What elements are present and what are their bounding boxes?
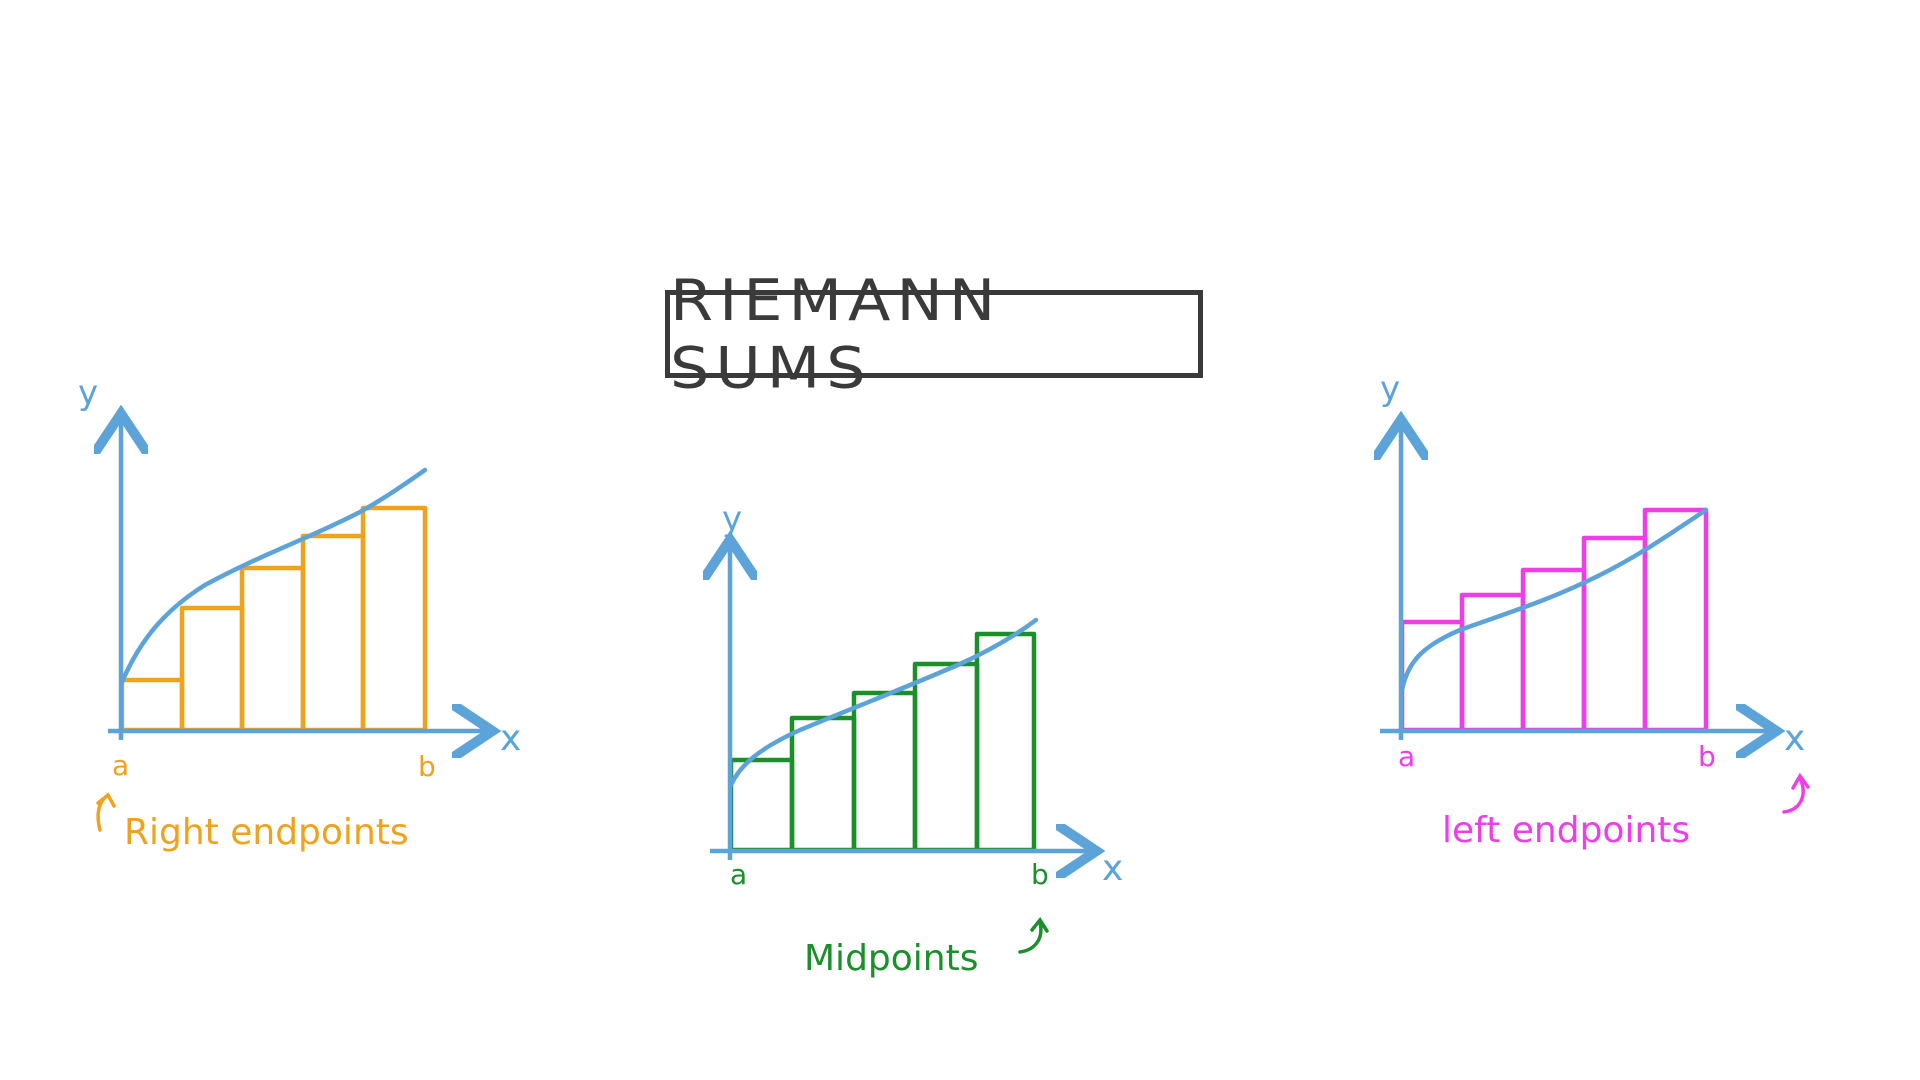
left-curve — [1399, 507, 1709, 693]
mid-method-label: Midpoints — [804, 938, 978, 979]
right-a-label: a — [112, 749, 129, 782]
left-rectangles — [1399, 507, 1709, 733]
left-pointer-arrow — [1782, 772, 1810, 814]
right-b-label: b — [418, 750, 436, 783]
mid-y-label: y — [722, 499, 742, 539]
panel-left-endpoints: y x a b left endpoints — [1380, 369, 1810, 851]
right-y-label: y — [78, 373, 98, 413]
left-rect-2 — [1459, 592, 1526, 733]
page-title: RIEMANN SUMS — [670, 266, 1002, 402]
mid-x-label: x — [1102, 848, 1123, 889]
panel-right-endpoints: y x a b Right endpoints — [78, 373, 521, 853]
mid-a-label: a — [730, 858, 747, 891]
right-pointer-arrow — [96, 792, 116, 832]
mid-curve — [728, 617, 1039, 788]
mid-rect-5 — [974, 631, 1037, 853]
right-curve — [119, 467, 428, 685]
left-rect-1 — [1399, 619, 1465, 733]
title-box: RIEMANN SUMS — [665, 267, 1203, 401]
left-b-label: b — [1698, 740, 1716, 773]
right-rect-3 — [239, 565, 306, 733]
right-rect-5 — [360, 505, 428, 733]
panel-midpoints: y x a b Midpoints — [710, 499, 1123, 979]
mid-pointer-arrow — [1018, 916, 1049, 954]
left-a-label: a — [1398, 740, 1415, 773]
mid-b-label: b — [1031, 858, 1049, 891]
mid-rect-2 — [789, 715, 857, 853]
left-method-label: left endpoints — [1442, 810, 1690, 851]
right-rect-4 — [300, 533, 366, 733]
mid-rect-3 — [851, 690, 918, 853]
left-y-label: y — [1380, 369, 1400, 409]
right-x-label: x — [500, 718, 521, 759]
right-rectangles — [119, 505, 428, 733]
mid-rect-4 — [912, 661, 980, 853]
right-rect-1 — [119, 677, 185, 733]
left-x-label: x — [1784, 718, 1805, 759]
right-rect-2 — [179, 605, 245, 733]
right-method-label: Right endpoints — [124, 812, 409, 853]
